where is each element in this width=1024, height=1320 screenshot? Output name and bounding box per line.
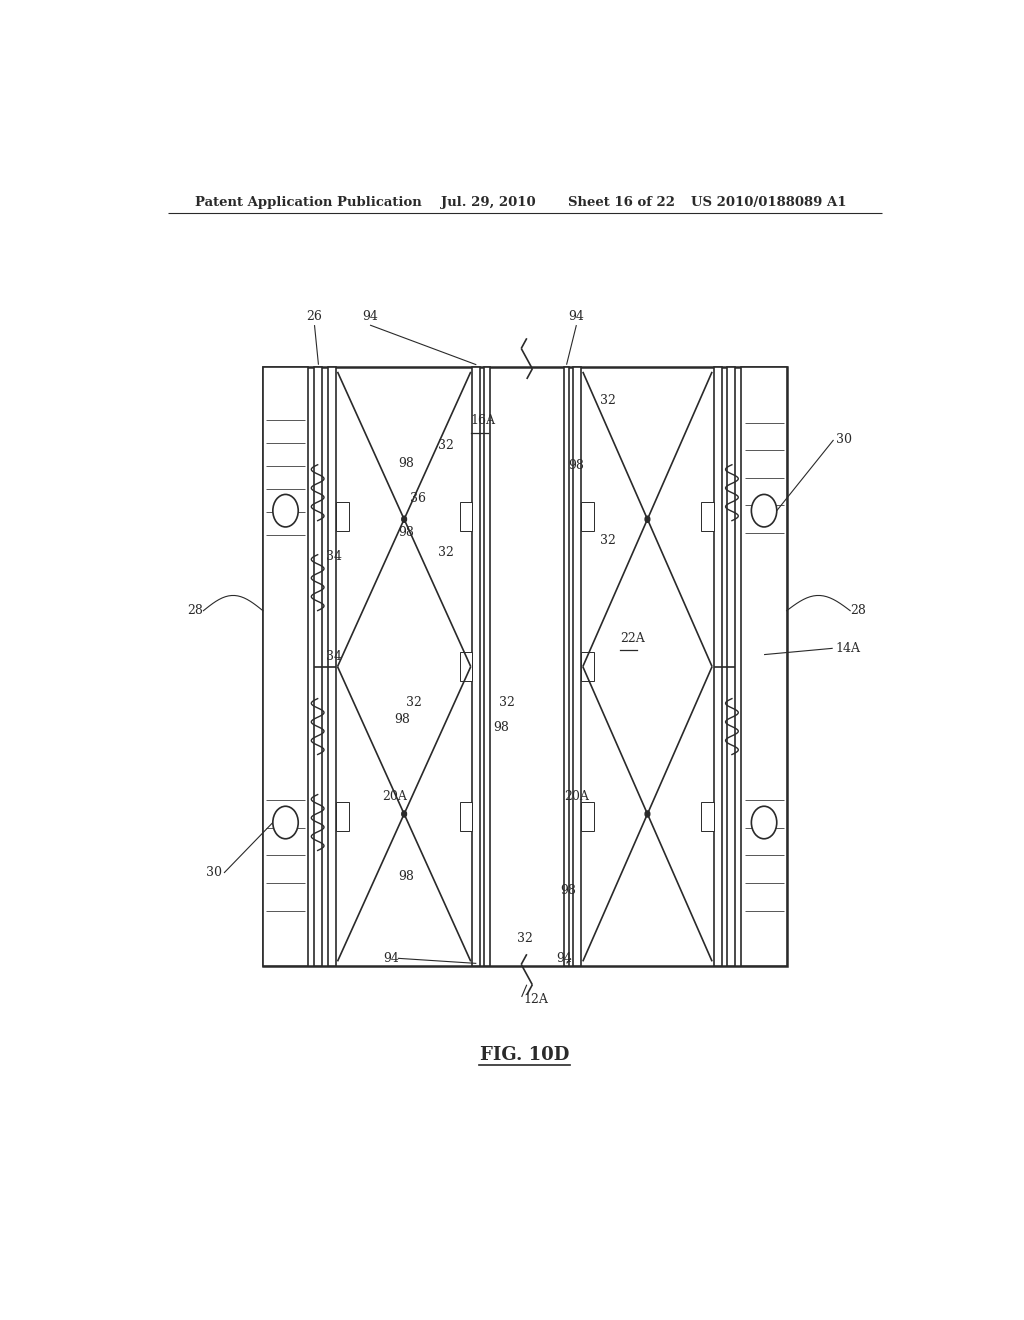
Text: 30: 30 — [836, 433, 852, 446]
Text: 98: 98 — [397, 870, 414, 883]
Text: 98: 98 — [397, 525, 414, 539]
Bar — [460, 503, 472, 531]
Text: 20A: 20A — [564, 791, 590, 803]
Text: 32: 32 — [600, 535, 616, 546]
Bar — [336, 803, 348, 830]
Text: Sheet 16 of 22: Sheet 16 of 22 — [568, 195, 676, 209]
Bar — [573, 367, 582, 966]
Text: Jul. 29, 2010: Jul. 29, 2010 — [441, 195, 537, 209]
Text: 94: 94 — [384, 952, 399, 965]
Bar — [741, 367, 786, 966]
Text: 98: 98 — [394, 713, 410, 726]
Bar — [582, 803, 594, 830]
Bar — [564, 367, 569, 966]
Text: 94: 94 — [557, 952, 572, 965]
Bar — [460, 652, 472, 681]
Bar — [263, 367, 786, 966]
Text: 34: 34 — [327, 550, 342, 564]
Bar — [328, 367, 336, 966]
Text: 98: 98 — [494, 721, 509, 734]
Bar — [727, 367, 735, 966]
Circle shape — [401, 516, 407, 523]
Text: 32: 32 — [517, 932, 532, 945]
Bar — [336, 503, 348, 531]
Circle shape — [272, 807, 298, 838]
Text: 36: 36 — [410, 492, 426, 506]
Text: FIG. 10D: FIG. 10D — [480, 1045, 569, 1064]
Bar — [582, 652, 594, 681]
Circle shape — [752, 807, 777, 838]
Bar — [314, 367, 323, 966]
Circle shape — [645, 810, 650, 817]
Text: Patent Application Publication: Patent Application Publication — [196, 195, 422, 209]
Text: 98: 98 — [568, 459, 585, 471]
Text: 12A: 12A — [523, 994, 548, 1006]
Text: 32: 32 — [437, 546, 454, 560]
Bar — [472, 367, 480, 966]
Text: 28: 28 — [850, 605, 866, 618]
Bar — [701, 503, 714, 531]
Text: 98: 98 — [397, 457, 414, 470]
Text: 94: 94 — [362, 310, 378, 323]
Bar — [460, 803, 472, 830]
Text: 34: 34 — [327, 649, 342, 663]
Text: 28: 28 — [187, 605, 204, 618]
Circle shape — [752, 495, 777, 527]
Text: 94: 94 — [568, 310, 585, 323]
Text: 32: 32 — [437, 438, 454, 451]
Bar — [263, 367, 308, 966]
Text: 98: 98 — [560, 883, 577, 896]
Text: 32: 32 — [406, 696, 422, 709]
Bar — [714, 367, 722, 966]
Text: 22A: 22A — [620, 632, 645, 644]
Bar — [484, 367, 489, 966]
Text: 20A: 20A — [382, 791, 407, 803]
Text: 14A: 14A — [836, 642, 861, 655]
Text: 26: 26 — [306, 310, 323, 323]
Text: 30: 30 — [206, 866, 221, 879]
Text: 32: 32 — [500, 696, 515, 709]
Circle shape — [272, 495, 298, 527]
Text: 16A: 16A — [471, 414, 496, 428]
Bar — [582, 503, 594, 531]
Text: US 2010/0188089 A1: US 2010/0188089 A1 — [691, 195, 847, 209]
Circle shape — [401, 810, 407, 817]
Circle shape — [645, 516, 650, 523]
Bar — [701, 803, 714, 830]
Text: 32: 32 — [600, 393, 616, 407]
